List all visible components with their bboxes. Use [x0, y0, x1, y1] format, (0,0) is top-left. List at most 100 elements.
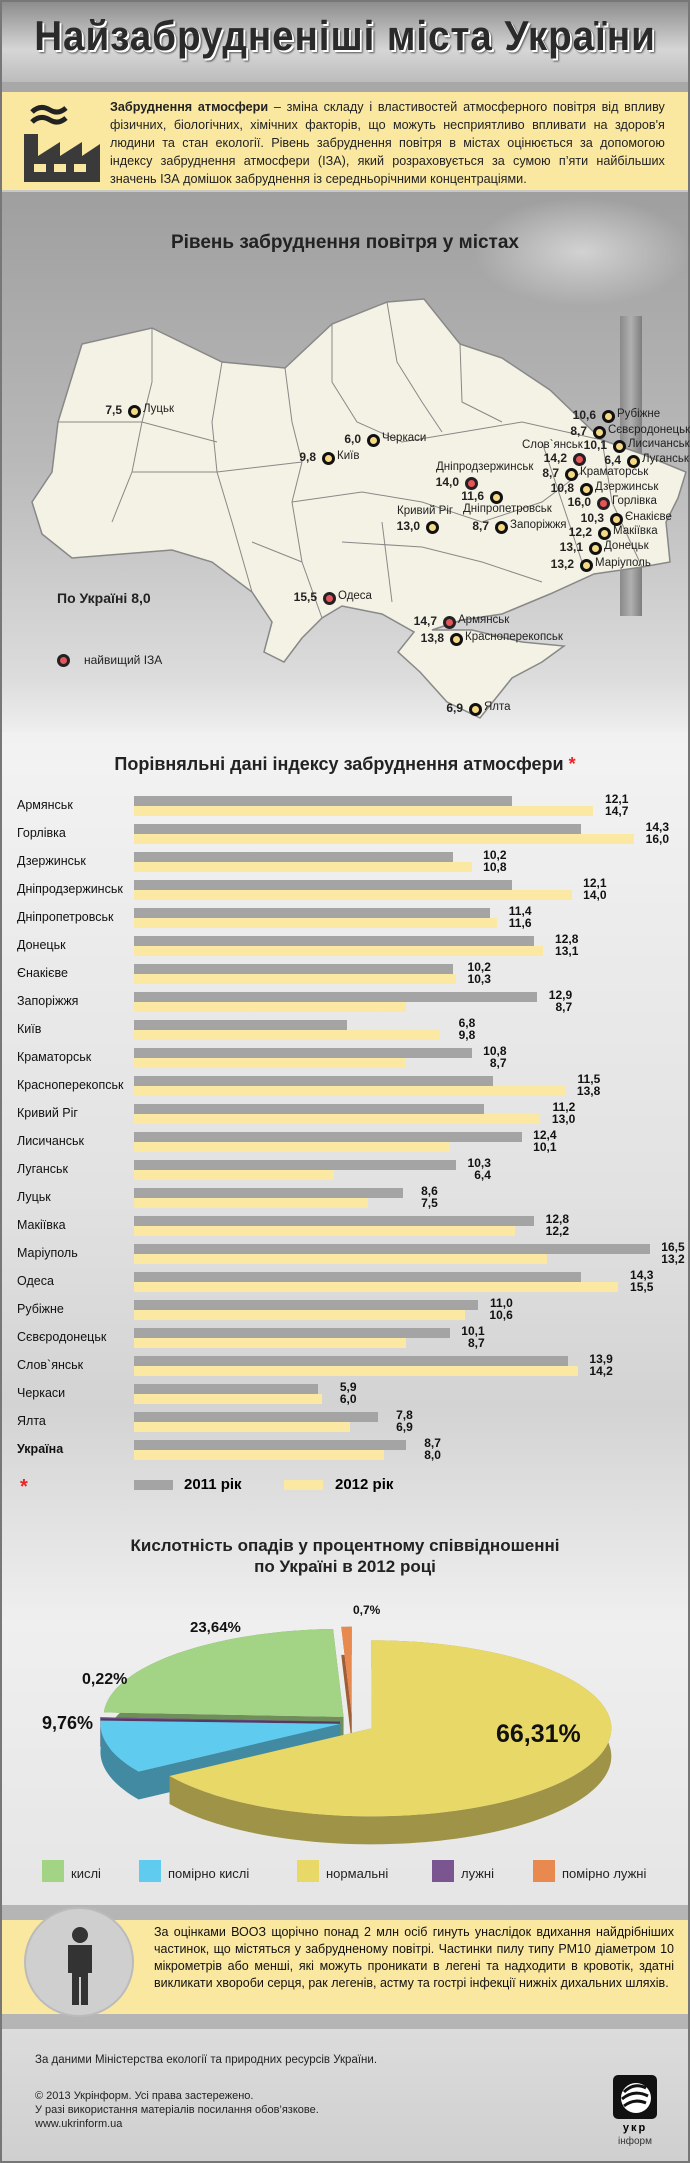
city-dot-icon [449, 632, 463, 646]
city-name: Дніпропетровськ [463, 503, 552, 515]
city-value: 11,6 [461, 489, 484, 503]
value-label-2011: 11,4 [508, 904, 532, 918]
legend-asterisk-icon: * [20, 1476, 28, 1498]
bar-2011 [134, 1384, 319, 1394]
city-name: Дніпродзержинськ [436, 461, 534, 473]
value-label-2012: 13,1 [555, 944, 579, 958]
ukraine-map [31, 298, 687, 719]
pie-legend-label: лужні [461, 1866, 494, 1881]
city-value: 14,7 [413, 614, 437, 628]
value-label-2011: 5,9 [339, 1380, 357, 1394]
pie-legend-swatch [139, 1860, 161, 1882]
city-name: Єнакієве [625, 511, 672, 523]
logo-text-inform: інформ [618, 2136, 652, 2147]
bar-category-label: Дніпродзержинськ [17, 882, 123, 896]
value-label-2011: 10,1 [461, 1324, 485, 1338]
pie-legend-label: помірно лужні [562, 1866, 647, 1881]
divider [2, 82, 688, 92]
title-banner [2, 2, 688, 82]
city-value: 8,7 [542, 466, 559, 480]
bar-2012 [134, 1058, 406, 1068]
bar-category-label: Рубіжне [17, 1302, 64, 1316]
value-label-2012: 8,7 [467, 1336, 485, 1350]
bar-2012 [134, 1422, 350, 1432]
bar-2011 [134, 908, 491, 918]
bar-category-label: Луганськ [17, 1162, 68, 1176]
bar-2012 [134, 1282, 619, 1292]
city-dot-icon [468, 702, 482, 716]
bar-2012 [134, 834, 634, 844]
city-dot-icon [626, 454, 640, 468]
pie-slice-4 [341, 1626, 352, 1743]
city-name: Черкаси [382, 432, 427, 444]
bar-2011 [134, 1328, 450, 1338]
value-label-2011: 12,4 [533, 1128, 557, 1142]
bar-2011 [134, 880, 513, 890]
bar-2012 [134, 1450, 384, 1460]
bar-category-label: Одеса [17, 1274, 54, 1288]
bar-2011 [134, 1132, 522, 1142]
legend-swatch-2012 [284, 1480, 323, 1490]
value-label-2012: 11,6 [508, 916, 532, 930]
bar-category-label: Маріуполь [17, 1246, 78, 1260]
bar-2012 [134, 806, 594, 816]
city-dot-icon [592, 425, 606, 439]
pie-chart [100, 1626, 612, 1845]
bar-category-label: Макіївка [17, 1218, 66, 1232]
value-label-2011: 14,3 [630, 1268, 654, 1282]
bar-chart-title: Порівняльні дані індексу забруднення атм… [2, 754, 688, 775]
bar-2012 [134, 1198, 369, 1208]
city-name: Луганськ [642, 453, 689, 465]
city-value: 6,0 [344, 432, 361, 446]
city-dot-icon [601, 409, 615, 423]
pie-legend-swatch [42, 1860, 64, 1882]
intro-term: Забруднення атмосфери [110, 99, 269, 114]
city-dot-icon [489, 490, 503, 504]
bar-category-label: Донецьк [17, 938, 66, 952]
usage-note: У разі використання матеріалів посилання… [35, 2104, 319, 2116]
city-value: 13,8 [420, 631, 444, 645]
city-value: 9,8 [299, 450, 316, 464]
bar-category-label: Армянськ [17, 798, 73, 812]
value-label-2012: 10,3 [467, 972, 491, 986]
city-value: 14,2 [543, 451, 567, 465]
pie-slice-top [100, 1720, 341, 1772]
pie-chart-title: Кислотність опадів у процентному співвід… [2, 1535, 688, 1577]
city-dot-icon [579, 558, 593, 572]
bar-2011 [134, 992, 538, 1002]
city-name: Дзержинськ [595, 481, 659, 493]
pie-slice-0 [169, 1640, 612, 1845]
city-value: 10,8 [550, 481, 574, 495]
highest-pollution-dot-icon [322, 591, 336, 605]
bar-2012 [134, 1002, 406, 1012]
value-label-2012: 13,8 [576, 1084, 601, 1098]
value-label-2011: 12,8 [545, 1212, 569, 1226]
city-value: 10,3 [580, 511, 604, 525]
bar-2011 [134, 1356, 569, 1366]
value-label-2012: 14,7 [605, 804, 629, 818]
intro-box [2, 92, 688, 190]
city-name: Горлівка [612, 495, 657, 507]
bar-category-label: Єнакієве [17, 966, 68, 980]
highest-pollution-dot-icon [442, 615, 456, 629]
city-dot-icon [366, 433, 380, 447]
city-value: 8,7 [570, 424, 587, 438]
value-label-2012: 8,7 [489, 1056, 507, 1070]
city-name: Лисичанськ [628, 438, 690, 450]
city-name: Запоріжжя [510, 519, 567, 531]
city-value: 14,0 [435, 475, 459, 489]
person-icon [68, 1927, 92, 2005]
region-borders [58, 301, 643, 619]
pie-legend-label: помірно кислі [168, 1866, 250, 1881]
bar-category-label: Слов`янськ [17, 1358, 84, 1372]
value-label-2011: 10,3 [467, 1156, 491, 1170]
highest-pollution-dot-icon [464, 476, 478, 490]
value-label-2011: 12,1 [605, 792, 629, 806]
value-label-2011: 13,9 [589, 1352, 613, 1366]
pie-slice-top [341, 1626, 352, 1715]
website-link[interactable]: www.ukrinform.ua [35, 2118, 123, 2130]
city-value: 16,0 [567, 495, 591, 509]
pie-label-alkaline: 0,22% [82, 1671, 128, 1688]
city-value: 10,6 [572, 408, 596, 422]
bar-category-label: Горлівка [17, 826, 66, 840]
